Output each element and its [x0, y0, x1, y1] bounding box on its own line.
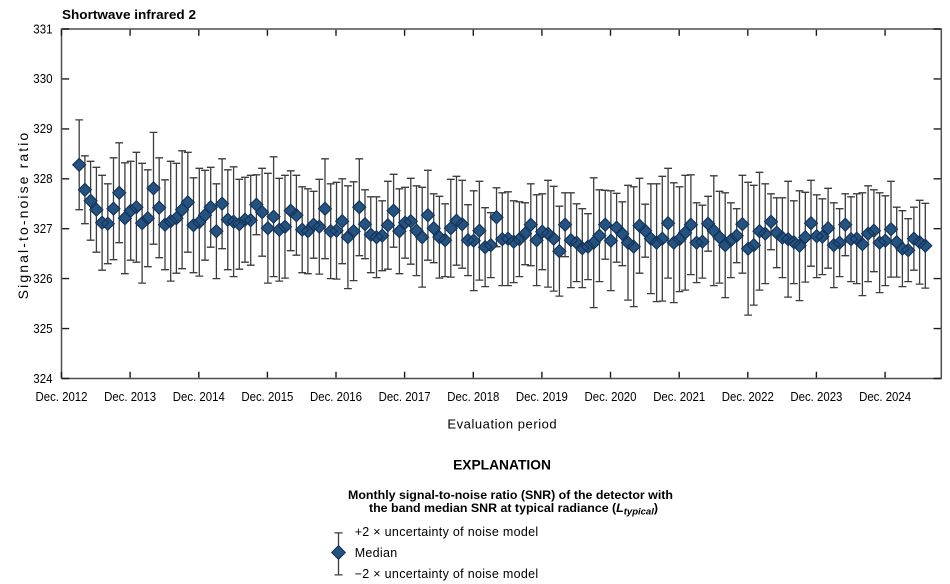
svg-text:Evaluation period: Evaluation period	[447, 416, 557, 431]
svg-text:Median: Median	[355, 546, 398, 560]
svg-text:Dec. 2017: Dec. 2017	[379, 390, 431, 404]
svg-text:331: 331	[33, 22, 52, 36]
svg-text:Dec. 2020: Dec. 2020	[585, 390, 637, 404]
svg-text:Dec. 2016: Dec. 2016	[310, 390, 362, 404]
svg-text:330: 330	[33, 72, 52, 86]
svg-text:Dec. 2021: Dec. 2021	[653, 390, 705, 404]
svg-text:Dec. 2023: Dec. 2023	[790, 390, 842, 404]
svg-text:Dec. 2015: Dec. 2015	[241, 390, 293, 404]
svg-text:Dec. 2013: Dec. 2013	[104, 390, 156, 404]
svg-text:326: 326	[33, 272, 52, 286]
svg-text:Dec. 2012: Dec. 2012	[36, 390, 88, 404]
svg-text:Signal-to-noise ratio: Signal-to-noise ratio	[15, 131, 31, 300]
svg-text:the band median SNR at typical: the band median SNR at typical radiance …	[369, 501, 658, 518]
svg-text:Shortwave infrared 2: Shortwave infrared 2	[62, 7, 196, 22]
svg-text:329: 329	[33, 122, 52, 136]
svg-text:Dec. 2014: Dec. 2014	[173, 390, 225, 404]
svg-text:Dec. 2022: Dec. 2022	[722, 390, 774, 404]
svg-text:325: 325	[33, 322, 52, 336]
svg-text:+2 × uncertainty of noise mode: +2 × uncertainty of noise model	[355, 525, 539, 539]
svg-text:EXPLANATION: EXPLANATION	[453, 458, 551, 473]
svg-text:327: 327	[33, 222, 52, 236]
svg-text:Dec. 2018: Dec. 2018	[447, 390, 499, 404]
svg-text:Monthly signal-to-noise ratio: Monthly signal-to-noise ratio (SNR) of t…	[348, 488, 673, 502]
svg-text:328: 328	[33, 172, 52, 186]
svg-text:Dec. 2024: Dec. 2024	[859, 390, 911, 404]
svg-text:−2 × uncertainty of noise mode: −2 × uncertainty of noise model	[355, 567, 539, 581]
svg-text:324: 324	[33, 372, 52, 386]
svg-text:Dec. 2019: Dec. 2019	[516, 390, 568, 404]
